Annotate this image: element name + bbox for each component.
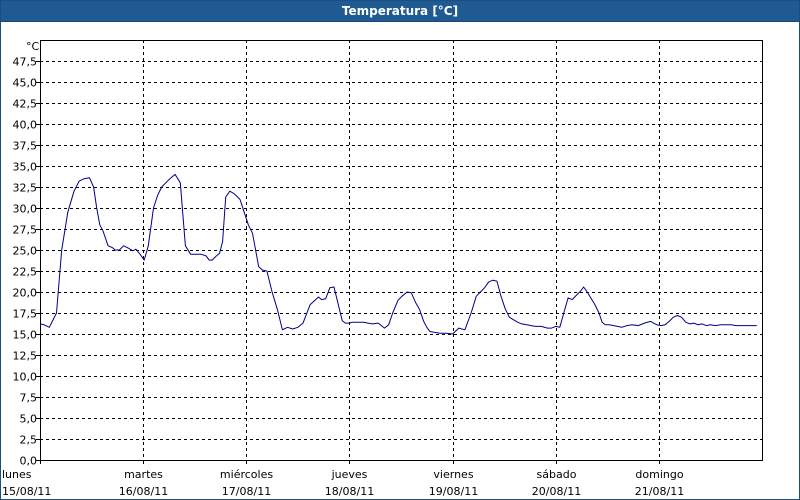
x-tick-day-label: martes	[124, 468, 163, 481]
y-tick-label: 12,5	[13, 350, 38, 363]
x-tick-day-label: miércoles	[220, 468, 273, 481]
y-tick-label: 27,5	[13, 224, 38, 237]
y-tick-label: 42,5	[13, 98, 38, 111]
y-axis-unit-label: °C	[26, 40, 40, 53]
x-tick-date-label: 20/08/11	[532, 485, 581, 498]
x-tick-date-label: 18/08/11	[325, 485, 374, 498]
chart-title: Temperatura [°C]	[341, 4, 459, 18]
chart-title-bar: Temperatura [°C]	[1, 1, 799, 22]
y-tick-label: 25,0	[13, 245, 38, 258]
y-axis: 0,0 2,5 5,0 7,5 10,0 12,5 15,0 17,5 20,0 22,5 25,0…	[13, 56, 40, 468]
y-tick-label: 30,0	[13, 203, 38, 216]
x-tick-day-label: sábado	[537, 468, 577, 481]
y-tick-label: 2,5	[20, 434, 38, 447]
y-tick-label: 0,0	[20, 455, 38, 468]
x-axis: lunes 15/08/11 martes 16/08/11 miércoles 17/0…	[2, 460, 684, 498]
x-tick-day-label: viernes	[433, 468, 473, 481]
y-tick-label: 22,5	[13, 266, 38, 279]
y-tick-label: 45,0	[13, 77, 38, 90]
x-tick-date-label: 17/08/11	[222, 485, 271, 498]
y-tick-label: 15,0	[13, 329, 38, 342]
y-tick-label: 37,5	[13, 140, 38, 153]
y-tick-label: 20,0	[13, 287, 38, 300]
y-tick-label: 40,0	[13, 119, 38, 132]
x-tick-day-label: lunes	[2, 468, 32, 481]
x-tick-date-label: 16/08/11	[119, 485, 168, 498]
y-tick-label: 47,5	[13, 56, 38, 69]
series-layer	[39, 173, 757, 335]
y-tick-label: 5,0	[20, 413, 38, 426]
x-tick-day-label: jueves	[331, 468, 368, 481]
x-tick-date-label: 21/08/11	[635, 485, 684, 498]
y-tick-label: 7,5	[20, 392, 38, 405]
x-tick-date-label: 15/08/11	[2, 485, 51, 498]
temperature-series-line	[39, 173, 757, 335]
y-tick-label: 35,0	[13, 161, 38, 174]
y-tick-label: 10,0	[13, 371, 38, 384]
plot-area	[40, 40, 763, 461]
x-tick-day-label: domingo	[635, 468, 683, 481]
y-tick-label: 32,5	[13, 182, 38, 195]
x-tick-date-label: 19/08/11	[429, 485, 478, 498]
grid-lines	[40, 40, 762, 460]
y-tick-label: 17,5	[13, 308, 38, 321]
